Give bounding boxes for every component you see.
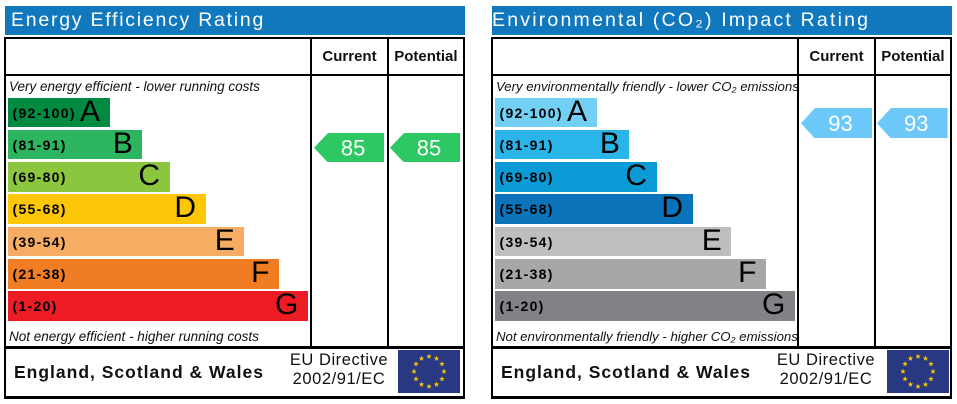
svg-text:93: 93: [829, 111, 853, 136]
svg-text:93: 93: [904, 111, 928, 136]
svg-text:85: 85: [341, 135, 365, 160]
svg-text:85: 85: [417, 135, 441, 160]
